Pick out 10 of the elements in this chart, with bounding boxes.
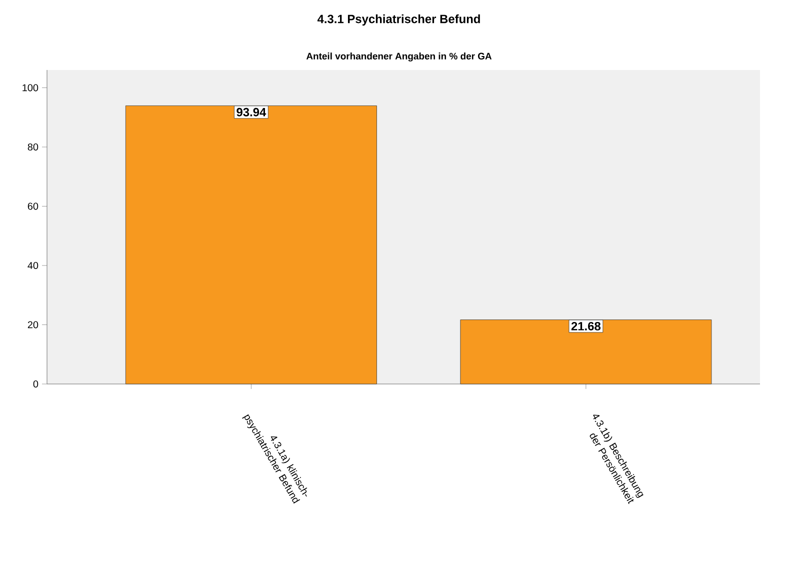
- y-tick-label: 100: [22, 84, 38, 92]
- y-tick-label: 80: [28, 143, 38, 151]
- chart-subtitle: Anteil vorhandener Angaben in % der GA: [306, 52, 492, 62]
- y-tick-label: 20: [28, 321, 38, 328]
- y-tick-label: 60: [28, 202, 38, 210]
- data-label: 21.68: [571, 322, 601, 330]
- chart-title: 4.3.1 Psychiatrischer Befund: [317, 14, 480, 26]
- y-tick-label: 0: [33, 380, 38, 388]
- y-tick-label: 40: [28, 262, 38, 270]
- data-label: 93.94: [236, 108, 266, 116]
